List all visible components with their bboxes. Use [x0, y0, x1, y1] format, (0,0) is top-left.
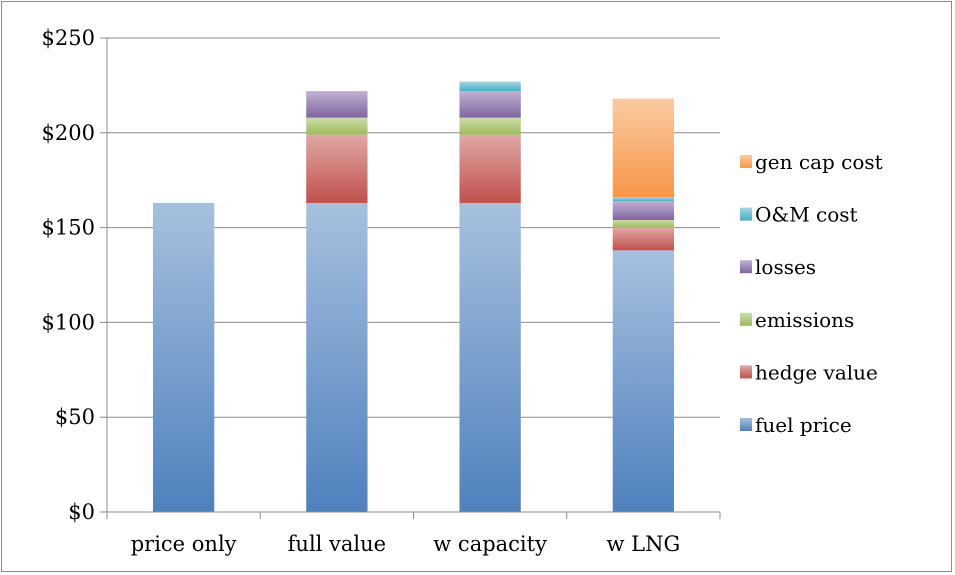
legend-swatch-emissions	[740, 312, 752, 326]
bar-w-lng-emissions	[612, 220, 675, 228]
bar-w-lng-oandm-cost	[612, 197, 675, 202]
bar-w-capacity-fuel-price	[459, 202, 521, 512]
bar-price-only-fuel-price	[152, 202, 215, 512]
y-tick-label: $0	[68, 500, 95, 524]
legend-swatch-fuel-price	[740, 418, 752, 431]
y-tick-label: $200	[42, 121, 95, 145]
legend-label-losses: losses	[755, 255, 816, 279]
axes: $0 $50 $100 $150 $200 $250 price only full valu…	[42, 26, 721, 556]
bar-w-capacity-oandm-cost	[459, 81, 521, 92]
legend-swatch-gen-cap-cost	[740, 155, 752, 168]
legend-swatch-hedge-value	[740, 365, 752, 379]
bar-full-value-emissions	[306, 117, 368, 135]
bar-w-lng-fuel-price	[612, 250, 675, 513]
legend-label-oandm-cost: O&M cost	[755, 203, 858, 227]
legend-label-hedge-value: hedge value	[755, 360, 878, 384]
x-tick-label: price only	[131, 532, 237, 556]
legend-label-emissions: emissions	[755, 308, 854, 332]
y-tick-label: $250	[42, 26, 95, 50]
legend-label-gen-cap-cost: gen cap cost	[755, 150, 883, 174]
legend: gen cap cost O&M cost losses emissions hedge…	[740, 150, 883, 437]
y-tick-label: $150	[42, 216, 95, 240]
bar-full-value-hedge-value	[306, 134, 368, 203]
bar-w-lng-gen-cap-cost	[612, 98, 675, 198]
y-tick-label: $100	[42, 310, 95, 334]
bar-w-capacity-losses	[459, 91, 521, 118]
bar-w-lng-hedge-value	[612, 227, 675, 251]
legend-label-fuel-price: fuel price	[755, 413, 852, 437]
bars	[152, 81, 675, 513]
bar-w-capacity-hedge-value	[459, 134, 521, 203]
bar-full-value-fuel-price	[306, 202, 368, 512]
x-tick-label: w capacity	[433, 532, 547, 556]
y-tick-label: $50	[55, 405, 95, 429]
legend-swatch-losses	[740, 260, 752, 274]
bar-w-lng-losses	[612, 201, 675, 221]
bar-w-capacity-emissions	[459, 117, 521, 135]
x-tick-label: full value	[288, 532, 386, 556]
legend-swatch-oandm-cost	[740, 207, 752, 221]
x-tick-label: w LNG	[607, 532, 681, 556]
bar-full-value-losses	[306, 91, 368, 118]
